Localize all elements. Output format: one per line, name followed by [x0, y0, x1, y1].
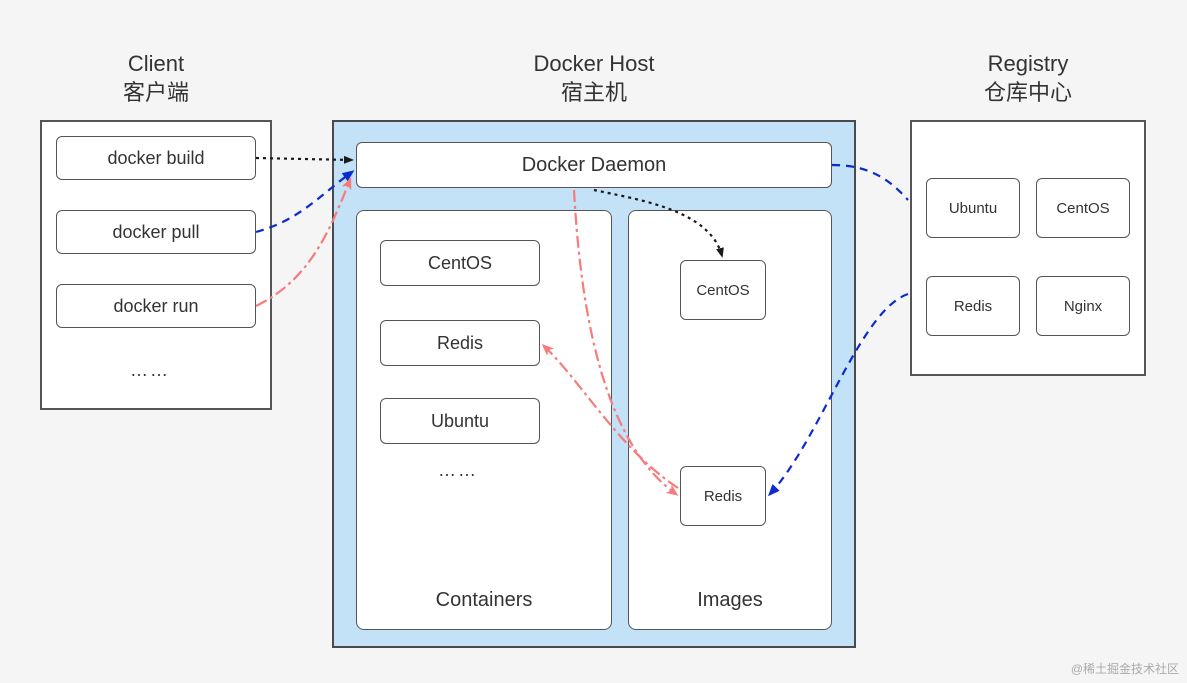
client-heading: Client 客户端: [40, 50, 272, 107]
docker-daemon-box: Docker Daemon: [356, 142, 832, 188]
item-label: CentOS: [696, 282, 749, 299]
container-redis: Redis: [380, 320, 540, 366]
item-label: Nginx: [1064, 298, 1102, 315]
image-centos: CentOS: [680, 260, 766, 320]
cmd-label: docker run: [113, 296, 198, 317]
registry-title-zh: 仓库中心: [910, 79, 1146, 108]
registry-nginx: Nginx: [1036, 276, 1130, 336]
image-redis: Redis: [680, 466, 766, 526]
item-label: Redis: [437, 333, 483, 354]
registry-centos: CentOS: [1036, 178, 1130, 238]
client-title-zh: 客户端: [40, 79, 272, 108]
host-title-zh: 宿主机: [332, 79, 856, 108]
host-heading: Docker Host 宿主机: [332, 50, 856, 107]
registry-panel: [910, 120, 1146, 376]
container-ubuntu: Ubuntu: [380, 398, 540, 444]
client-ellipsis: ……: [130, 360, 170, 381]
watermark: @稀土掘金技术社区: [1071, 660, 1179, 677]
cmd-docker-build: docker build: [56, 136, 256, 180]
cmd-docker-pull: docker pull: [56, 210, 256, 254]
item-label: Ubuntu: [949, 200, 997, 217]
cmd-label: docker pull: [112, 222, 199, 243]
cmd-docker-run: docker run: [56, 284, 256, 328]
client-title-en: Client: [40, 50, 272, 79]
registry-title-en: Registry: [910, 50, 1146, 79]
item-label: Redis: [704, 488, 742, 505]
item-label: Ubuntu: [431, 411, 489, 432]
daemon-label: Docker Daemon: [522, 154, 667, 177]
registry-heading: Registry 仓库中心: [910, 50, 1146, 107]
containers-label: Containers: [357, 589, 611, 612]
container-centos: CentOS: [380, 240, 540, 286]
cmd-label: docker build: [107, 148, 204, 169]
containers-ellipsis: ……: [438, 460, 478, 481]
item-label: CentOS: [1056, 200, 1109, 217]
images-label: Images: [629, 589, 831, 612]
item-label: CentOS: [428, 253, 492, 274]
host-title-en: Docker Host: [332, 50, 856, 79]
registry-redis: Redis: [926, 276, 1020, 336]
registry-ubuntu: Ubuntu: [926, 178, 1020, 238]
item-label: Redis: [954, 298, 992, 315]
